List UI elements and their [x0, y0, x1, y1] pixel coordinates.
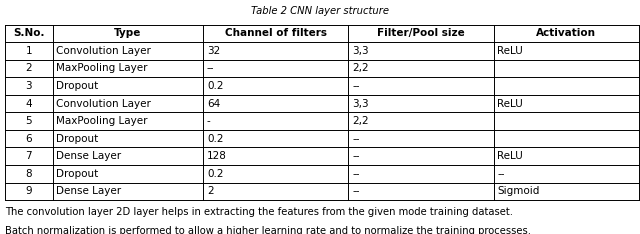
Text: --: --	[352, 186, 360, 196]
Text: Dense Layer: Dense Layer	[56, 186, 122, 196]
Text: --: --	[497, 169, 505, 179]
Text: Batch normalization is performed to allow a higher learning rate and to normaliz: Batch normalization is performed to allo…	[5, 226, 531, 234]
Text: --: --	[352, 169, 360, 179]
Text: --: --	[352, 151, 360, 161]
Text: 128: 128	[207, 151, 227, 161]
Text: 3: 3	[26, 81, 32, 91]
Text: Type: Type	[114, 28, 141, 38]
Text: 3,3: 3,3	[352, 46, 369, 56]
Text: 64: 64	[207, 99, 220, 109]
Text: Table 2 CNN layer structure: Table 2 CNN layer structure	[251, 6, 389, 16]
Text: ReLU: ReLU	[497, 99, 523, 109]
Text: 0.2: 0.2	[207, 169, 223, 179]
Text: 2,2: 2,2	[352, 116, 369, 126]
Text: 2: 2	[207, 186, 214, 196]
Text: 8: 8	[26, 169, 32, 179]
Text: Dropout: Dropout	[56, 81, 99, 91]
Text: --: --	[352, 134, 360, 144]
Text: Filter/Pool size: Filter/Pool size	[377, 28, 465, 38]
Text: 4: 4	[26, 99, 32, 109]
Text: --: --	[352, 81, 360, 91]
Text: Convolution Layer: Convolution Layer	[56, 46, 151, 56]
Text: 2,2: 2,2	[352, 63, 369, 73]
Text: Convolution Layer: Convolution Layer	[56, 99, 151, 109]
Text: MaxPooling Layer: MaxPooling Layer	[56, 63, 148, 73]
Text: S.No.: S.No.	[13, 28, 45, 38]
Text: Sigmoid: Sigmoid	[497, 186, 540, 196]
Text: Dropout: Dropout	[56, 169, 99, 179]
Text: 2: 2	[26, 63, 32, 73]
Text: 0.2: 0.2	[207, 81, 223, 91]
Text: MaxPooling Layer: MaxPooling Layer	[56, 116, 148, 126]
Text: 0.2: 0.2	[207, 134, 223, 144]
Text: Dropout: Dropout	[56, 134, 99, 144]
Text: 3,3: 3,3	[352, 99, 369, 109]
Text: 5: 5	[26, 116, 32, 126]
Text: Activation: Activation	[536, 28, 596, 38]
Text: Channel of filters: Channel of filters	[225, 28, 326, 38]
Text: ReLU: ReLU	[497, 46, 523, 56]
Text: The convolution layer 2D layer helps in extracting the features from the given m: The convolution layer 2D layer helps in …	[5, 207, 513, 217]
Text: Dense Layer: Dense Layer	[56, 151, 122, 161]
Text: -: -	[207, 116, 211, 126]
Text: 9: 9	[26, 186, 32, 196]
Text: 6: 6	[26, 134, 32, 144]
Text: ReLU: ReLU	[497, 151, 523, 161]
Text: 1: 1	[26, 46, 32, 56]
Text: --: --	[207, 63, 214, 73]
Text: 32: 32	[207, 46, 220, 56]
Text: 7: 7	[26, 151, 32, 161]
